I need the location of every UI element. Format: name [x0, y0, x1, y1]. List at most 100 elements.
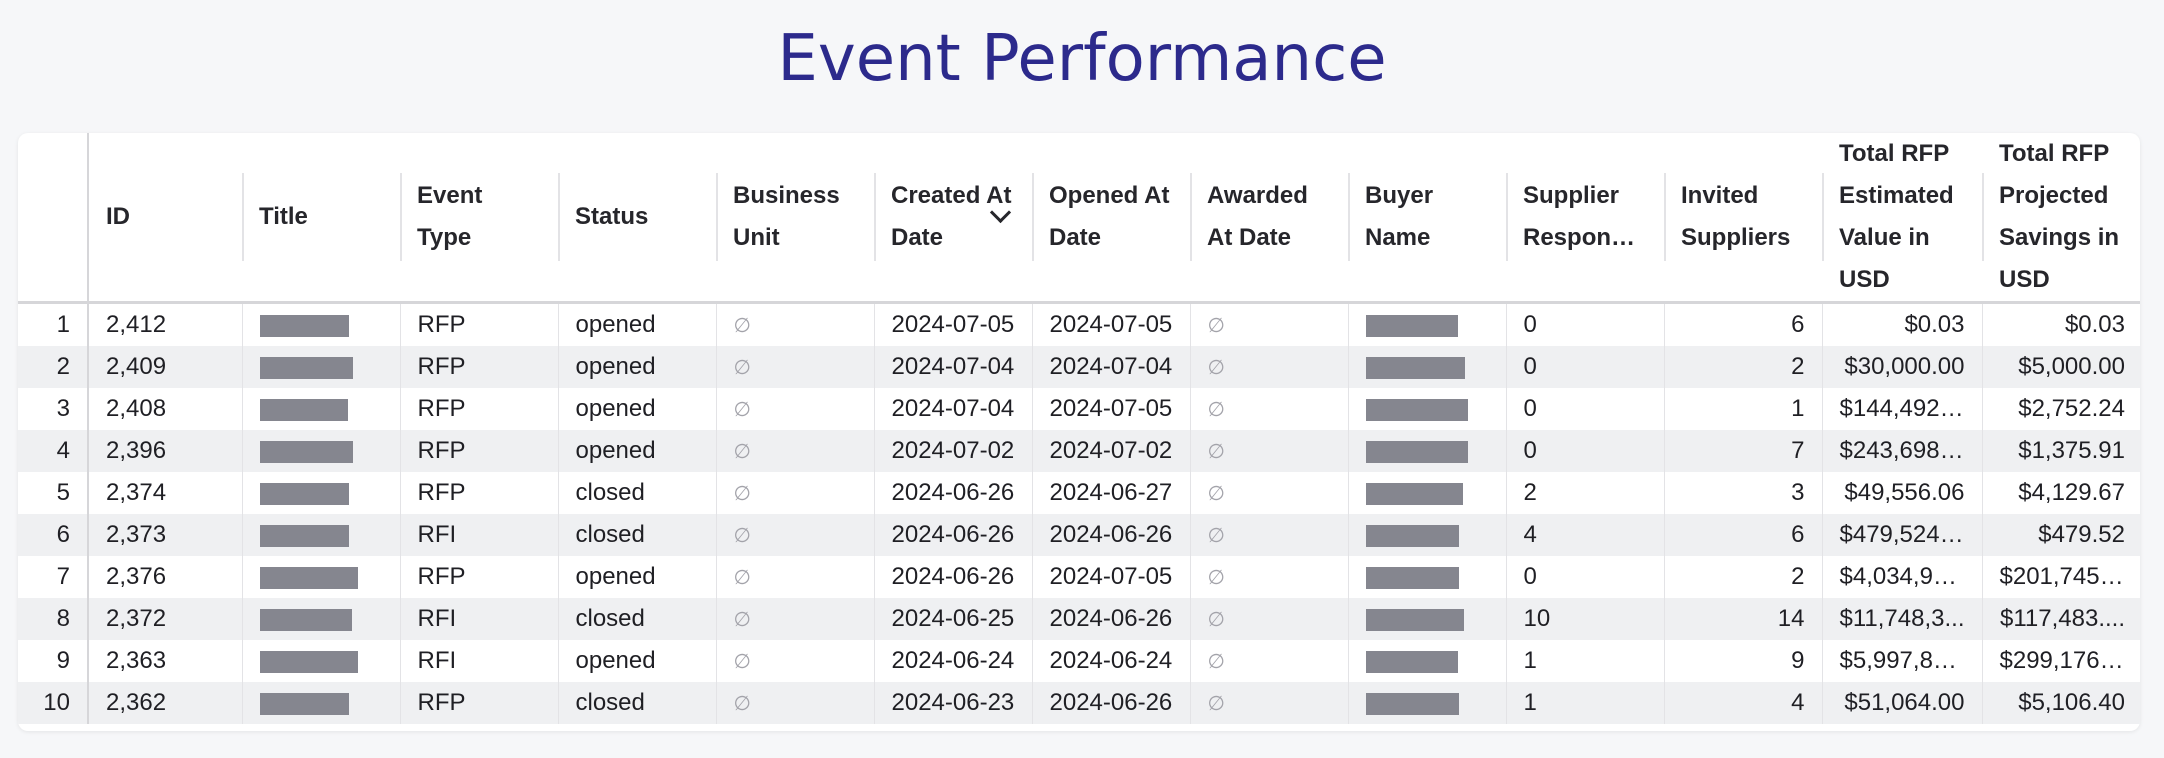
cell-id[interactable]: 2,396	[87, 430, 242, 472]
cell-id[interactable]: 2,373	[87, 514, 242, 556]
row-index[interactable]: 7	[18, 556, 89, 598]
cell-title[interactable]	[241, 640, 400, 682]
cell-projected-savings[interactable]: $5,106.40	[1981, 682, 2140, 724]
cell-opened-at[interactable]: 2024-06-26	[1031, 682, 1190, 724]
cell-created-at[interactable]: 2024-06-26	[873, 556, 1032, 598]
cell-title[interactable]	[241, 388, 400, 430]
cell-opened-at[interactable]: 2024-07-02	[1031, 430, 1190, 472]
cell-supplier-responses[interactable]: 0	[1505, 346, 1664, 388]
cell-awarded-at[interactable]: ∅	[1189, 346, 1348, 388]
cell-projected-savings[interactable]: $4,129.67	[1981, 472, 2140, 514]
cell-supplier-responses[interactable]: 0	[1505, 388, 1664, 430]
cell-buyer-name[interactable]	[1347, 346, 1506, 388]
cell-created-at[interactable]: 2024-07-04	[873, 346, 1032, 388]
cell-supplier-responses[interactable]: 0	[1505, 556, 1664, 598]
cell-title[interactable]	[241, 682, 400, 724]
row-index[interactable]: 9	[18, 640, 89, 682]
cell-opened-at[interactable]: 2024-06-24	[1031, 640, 1190, 682]
cell-projected-savings[interactable]: $479.52	[1981, 514, 2140, 556]
cell-estimated-value[interactable]: $11,748,3...	[1821, 598, 1982, 640]
header-created-at[interactable]: Created At Date	[874, 133, 1032, 304]
cell-buyer-name[interactable]	[1347, 598, 1506, 640]
cell-invited-suppliers[interactable]: 7	[1663, 430, 1822, 472]
cell-title[interactable]	[241, 346, 400, 388]
header-event-type[interactable]: Event Type	[400, 133, 558, 304]
table-row[interactable]: 8 2,372 RFI closed ∅ 2024-06-25 2024-06-26 ∅ 10 1…	[18, 598, 2140, 640]
cell-id[interactable]: 2,374	[87, 472, 242, 514]
cell-projected-savings[interactable]: $2,752.24	[1981, 388, 2140, 430]
cell-buyer-name[interactable]	[1347, 430, 1506, 472]
cell-opened-at[interactable]: 2024-06-26	[1031, 598, 1190, 640]
row-index[interactable]: 10	[18, 682, 89, 724]
cell-estimated-value[interactable]: $49,556.06	[1821, 472, 1982, 514]
cell-buyer-name[interactable]	[1347, 388, 1506, 430]
cell-status[interactable]: opened	[557, 556, 716, 598]
cell-event-type[interactable]: RFI	[399, 514, 558, 556]
cell-supplier-responses[interactable]: 4	[1505, 514, 1664, 556]
cell-status[interactable]: opened	[557, 302, 716, 346]
cell-status[interactable]: opened	[557, 430, 716, 472]
cell-awarded-at[interactable]: ∅	[1189, 640, 1348, 682]
cell-business-unit[interactable]: ∅	[715, 302, 874, 346]
header-buyer-name[interactable]: Buyer Name	[1348, 133, 1506, 304]
cell-estimated-value[interactable]: $144,492....	[1821, 388, 1982, 430]
cell-projected-savings[interactable]: $117,483....	[1981, 598, 2140, 640]
table-row[interactable]: 9 2,363 RFI opened ∅ 2024-06-24 2024-06-24 ∅ 1 9 $…	[18, 640, 2140, 682]
cell-event-type[interactable]: RFP	[399, 682, 558, 724]
cell-status[interactable]: opened	[557, 346, 716, 388]
cell-created-at[interactable]: 2024-07-04	[873, 388, 1032, 430]
cell-opened-at[interactable]: 2024-07-05	[1031, 388, 1190, 430]
header-awarded-at[interactable]: Awarded At Date	[1190, 133, 1348, 304]
cell-invited-suppliers[interactable]: 3	[1663, 472, 1822, 514]
cell-business-unit[interactable]: ∅	[715, 556, 874, 598]
cell-projected-savings[interactable]: $1,375.91	[1981, 430, 2140, 472]
row-index[interactable]: 5	[18, 472, 89, 514]
cell-buyer-name[interactable]	[1347, 556, 1506, 598]
cell-supplier-responses[interactable]: 2	[1505, 472, 1664, 514]
cell-event-type[interactable]: RFP	[399, 346, 558, 388]
row-index[interactable]: 4	[18, 430, 89, 472]
header-projected-savings[interactable]: Total RFP Projected Savings in USD	[1982, 133, 2140, 304]
cell-business-unit[interactable]: ∅	[715, 430, 874, 472]
cell-business-unit[interactable]: ∅	[715, 640, 874, 682]
cell-opened-at[interactable]: 2024-07-05	[1031, 302, 1190, 346]
cell-created-at[interactable]: 2024-06-25	[873, 598, 1032, 640]
cell-buyer-name[interactable]	[1347, 302, 1506, 346]
cell-invited-suppliers[interactable]: 14	[1663, 598, 1822, 640]
cell-created-at[interactable]: 2024-07-02	[873, 430, 1032, 472]
cell-event-type[interactable]: RFP	[399, 430, 558, 472]
cell-awarded-at[interactable]: ∅	[1189, 472, 1348, 514]
cell-created-at[interactable]: 2024-07-05	[873, 302, 1032, 346]
cell-estimated-value[interactable]: $0.03	[1821, 302, 1982, 346]
cell-business-unit[interactable]: ∅	[715, 472, 874, 514]
cell-id[interactable]: 2,408	[87, 388, 242, 430]
header-status[interactable]: Status	[558, 133, 716, 304]
cell-awarded-at[interactable]: ∅	[1189, 514, 1348, 556]
cell-supplier-responses[interactable]: 1	[1505, 640, 1664, 682]
cell-estimated-value[interactable]: $5,997,88...	[1821, 640, 1982, 682]
header-title[interactable]: Title	[242, 133, 400, 304]
cell-supplier-responses[interactable]: 0	[1505, 302, 1664, 346]
row-index[interactable]: 2	[18, 346, 89, 388]
cell-opened-at[interactable]: 2024-07-05	[1031, 556, 1190, 598]
cell-opened-at[interactable]: 2024-07-04	[1031, 346, 1190, 388]
cell-title[interactable]	[241, 598, 400, 640]
cell-estimated-value[interactable]: $479,524....	[1821, 514, 1982, 556]
cell-created-at[interactable]: 2024-06-24	[873, 640, 1032, 682]
cell-event-type[interactable]: RFP	[399, 302, 558, 346]
cell-buyer-name[interactable]	[1347, 514, 1506, 556]
cell-created-at[interactable]: 2024-06-26	[873, 472, 1032, 514]
table-row[interactable]: 4 2,396 RFP opened ∅ 2024-07-02 2024-07-02 ∅ 0 7 $…	[18, 430, 2140, 472]
cell-invited-suppliers[interactable]: 2	[1663, 556, 1822, 598]
cell-opened-at[interactable]: 2024-06-27	[1031, 472, 1190, 514]
cell-status[interactable]: opened	[557, 640, 716, 682]
cell-id[interactable]: 2,363	[87, 640, 242, 682]
row-index[interactable]: 1	[18, 302, 89, 346]
cell-invited-suppliers[interactable]: 4	[1663, 682, 1822, 724]
cell-status[interactable]: closed	[557, 472, 716, 514]
header-invited-suppliers[interactable]: Invited Suppliers	[1664, 133, 1822, 304]
cell-invited-suppliers[interactable]: 2	[1663, 346, 1822, 388]
cell-created-at[interactable]: 2024-06-26	[873, 514, 1032, 556]
cell-invited-suppliers[interactable]: 1	[1663, 388, 1822, 430]
row-index[interactable]: 3	[18, 388, 89, 430]
